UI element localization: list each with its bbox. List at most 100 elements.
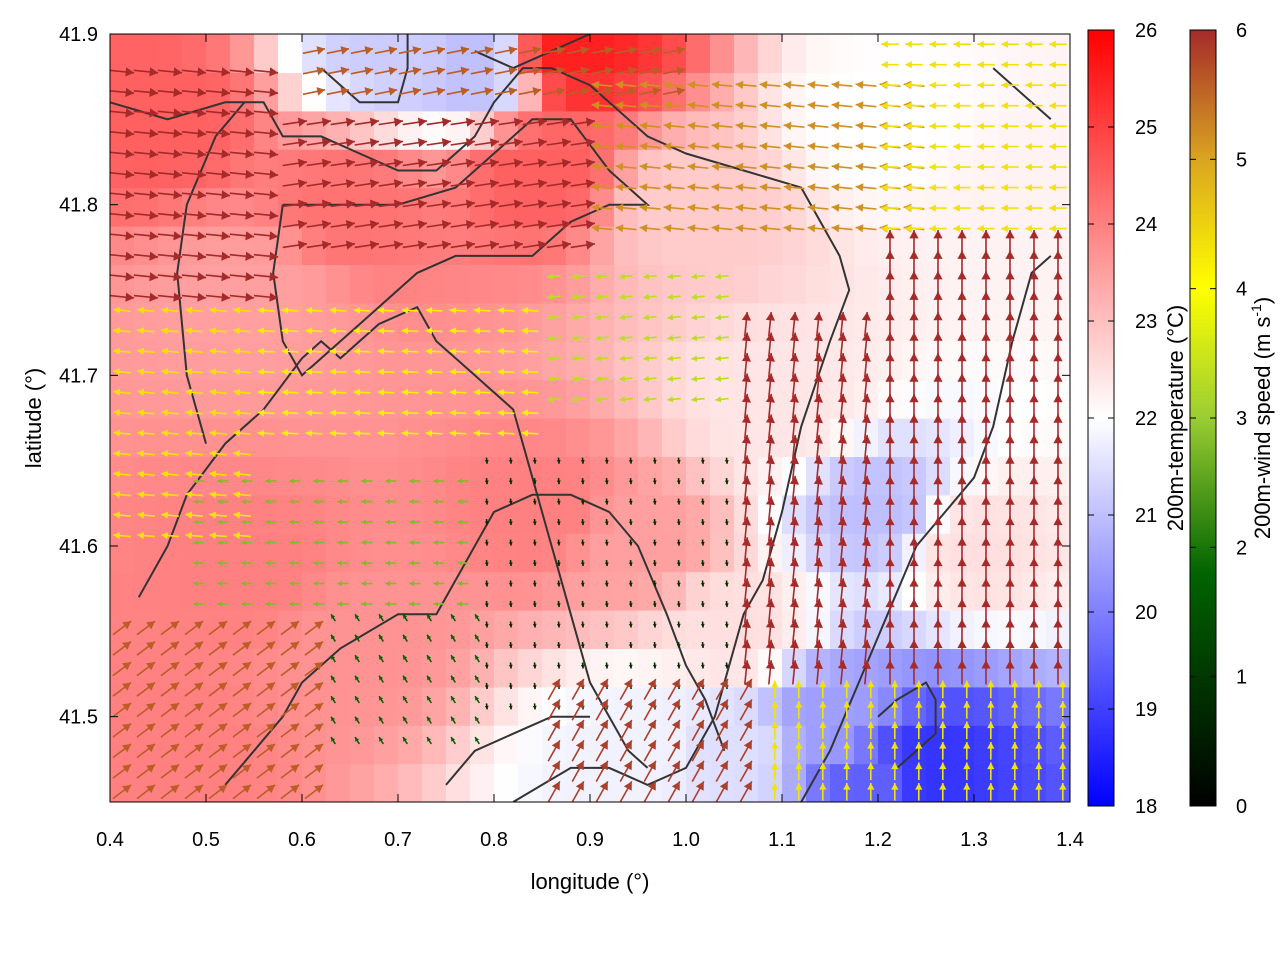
wind-vector-head [1053,414,1063,423]
wind-vector-head [981,250,991,259]
wind-vector [161,409,179,417]
temperature-cell [710,341,735,381]
temperature-cell [422,264,447,304]
wind-vector [981,619,991,644]
wind-vector [208,620,228,636]
temperature-cell [566,494,591,534]
wind-vector-head [385,519,390,525]
wind-vector [1029,619,1039,644]
wind-vector [861,578,871,603]
wind-vector [256,702,276,718]
wind-vector-head [1049,224,1056,233]
wind-vector-head [266,723,276,732]
wind-vector [831,101,853,110]
wind-vector-head [981,639,991,648]
wind-vector-head [837,598,847,608]
wind-vector-head [393,158,403,168]
wind-vector [1029,578,1039,603]
wind-vector-head [628,541,633,546]
wind-vector [305,388,323,396]
wind-vector-head [218,784,228,794]
wind-vector-head [789,557,799,567]
wind-vector [977,184,995,192]
wind-vector [861,537,871,562]
wind-vector-head [741,639,751,649]
wind-vector [855,121,877,130]
wind-vector [208,784,228,800]
wind-vector-head [113,347,121,355]
temperature-cell [398,341,423,381]
wind-vector [981,516,991,542]
wind-vector [885,230,895,255]
wind-vector-head [929,224,936,233]
temperature-cell [398,648,423,688]
wind-vector [449,347,467,355]
wind-vector [837,475,847,501]
wind-vector-head [695,679,704,689]
temperature-cell [1022,187,1047,227]
wind-vector-head [149,272,159,282]
wind-vector [457,498,469,505]
temperature-cell [350,763,375,802]
wind-vector-head [929,163,936,171]
wind-vector [759,80,781,89]
wind-vector [891,721,899,740]
wind-vector-head [265,498,270,505]
wind-vector [157,272,183,282]
temperature-cell [374,763,399,802]
wind-vector [905,61,923,69]
wind-vector [354,158,380,168]
wind-vector [330,138,356,148]
wind-vector [241,478,253,484]
wind-vector-head [604,66,614,76]
wind-vector-head [556,664,561,669]
wind-vector-head [345,179,355,189]
wind-vector [909,537,919,562]
wind-vector-head [197,272,207,282]
wind-vector-head [257,429,265,437]
wind-vector-head [855,162,864,171]
wind-vector [181,108,207,118]
wind-vector-head [345,138,355,148]
wind-vector-head [676,623,681,628]
wind-vector [160,661,180,677]
wind-vector-head [571,314,578,321]
wind-vector [1053,373,1063,398]
wind-vector-head [711,121,720,130]
wind-vector-head [623,679,632,689]
temperature-cell [110,34,135,73]
wind-vector-head [1029,332,1039,341]
wind-vector [193,498,205,505]
wind-vector-head [711,142,720,151]
wind-vector-head [233,491,241,499]
wind-vector-head [628,480,633,485]
wind-vector [426,138,452,148]
wind-vector-head [1049,102,1056,110]
temperature-cell [398,763,423,802]
wind-vector-head [173,272,183,282]
wind-vector-head [765,312,775,321]
wind-vector-head [425,347,433,355]
wind-vector-head [977,143,984,151]
wind-vector [981,230,991,255]
wind-vector-head [929,102,936,110]
wind-vector-head [861,434,871,444]
wind-vector [409,498,421,505]
wind-vector [1005,230,1015,255]
wind-vector [233,306,251,314]
wind-vector-head [676,46,686,55]
wind-vector-head [417,220,427,230]
wind-vector [426,695,432,704]
wind-vector-head [981,434,991,444]
wind-vector [280,722,300,738]
temperature-cell [566,187,591,227]
wind-vector-head [269,87,279,97]
wind-vector [881,122,899,130]
wind-vector [667,719,681,742]
wind-vector-head [149,251,159,261]
wind-vector [580,478,585,485]
wind-vector-head [355,696,360,701]
terrain-contours [110,34,1052,802]
wind-vector [474,220,500,230]
wind-vector [885,557,895,583]
